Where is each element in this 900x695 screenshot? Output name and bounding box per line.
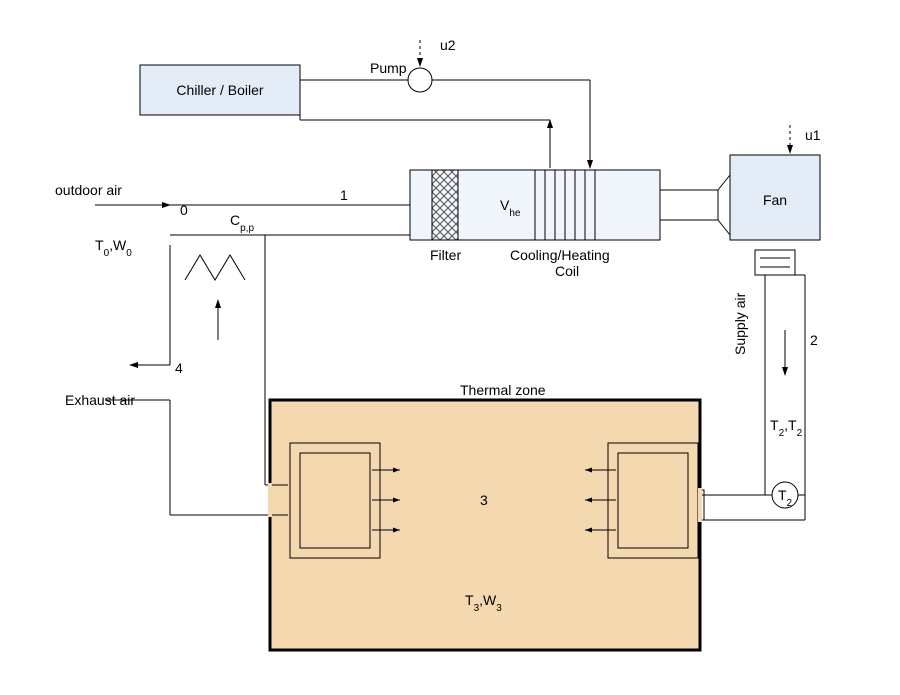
pump-icon [408, 68, 432, 92]
coil-label-1: Cooling/Heating [510, 247, 610, 263]
taper-bot [718, 220, 730, 235]
point-0-label: 0 [180, 202, 188, 218]
filter-label: Filter [430, 247, 461, 263]
point-4-label: 4 [175, 360, 183, 376]
outdoor-air-label: outdoor air [55, 182, 122, 198]
duct-ahu-fan [660, 190, 718, 220]
t2t2-label: T2,T2 [770, 417, 803, 439]
thermal-zone-label: Thermal zone [460, 382, 546, 398]
pump-label: Pump [370, 60, 407, 76]
cpp-label: Cp,p [230, 212, 254, 234]
damper-zigzag-icon [185, 255, 245, 280]
t0w0-label: T0,W0 [95, 237, 132, 259]
u2-label: u2 [440, 37, 456, 53]
thermal-zone-box [270, 400, 700, 650]
coil-label-2: Coil [555, 263, 579, 279]
u1-label: u1 [805, 127, 821, 143]
point-1-label: 1 [340, 187, 348, 203]
point-2-label: 2 [810, 332, 818, 348]
fan-outlet-duct [755, 250, 795, 275]
taper-top [718, 175, 730, 190]
fan-label: Fan [763, 192, 787, 208]
supply-air-label: Supply air [732, 292, 748, 355]
filter-icon [432, 170, 458, 240]
chiller-boiler-label: Chiller / Boiler [176, 82, 263, 98]
point-3-label: 3 [480, 492, 488, 508]
